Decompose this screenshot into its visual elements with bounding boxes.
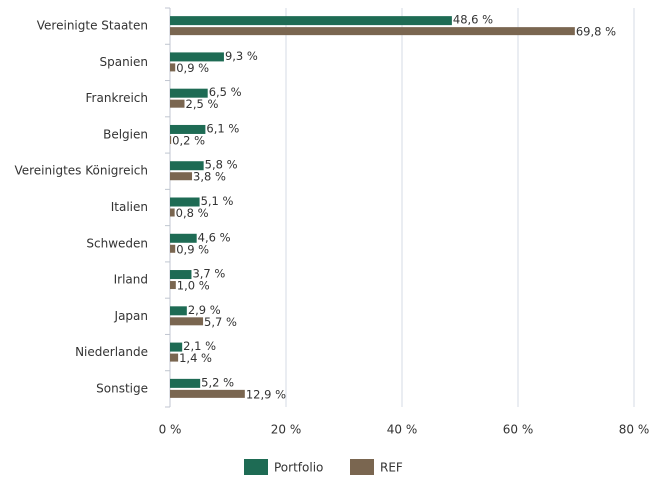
value-label: 2,5 % <box>186 97 219 111</box>
value-label: 1,0 % <box>177 279 210 293</box>
y-tick-label: Japan <box>114 309 148 323</box>
legend-label: REF <box>380 461 403 475</box>
bar <box>170 281 176 290</box>
bar <box>170 88 208 98</box>
y-tick-label: Vereinigte Staaten <box>37 19 148 33</box>
value-label: 0,2 % <box>172 133 205 147</box>
value-label: 5,2 % <box>201 375 234 389</box>
bar <box>170 124 206 134</box>
x-tick-label: 0 % <box>159 423 182 437</box>
bar <box>170 306 187 316</box>
y-tick-label: Irland <box>114 273 148 287</box>
bar <box>170 270 192 280</box>
bar <box>170 208 175 217</box>
x-tick-label: 40 % <box>387 423 418 437</box>
value-label: 12,9 % <box>246 387 286 401</box>
bar <box>170 135 172 144</box>
bar <box>170 197 200 207</box>
bar <box>170 16 452 26</box>
bar <box>170 317 204 326</box>
value-label: 2,9 % <box>188 303 221 317</box>
bar <box>170 99 185 108</box>
y-tick-label: Schweden <box>86 236 148 250</box>
value-label: 5,1 % <box>201 194 234 208</box>
y-tick-label: Spanien <box>99 55 148 69</box>
value-label: 6,1 % <box>206 121 239 135</box>
value-label: 69,8 % <box>576 25 616 39</box>
value-label: 48,6 % <box>453 13 493 27</box>
y-tick-label: Italien <box>111 200 148 214</box>
bar <box>170 63 176 72</box>
bar <box>170 244 176 253</box>
bar <box>170 233 197 243</box>
y-tick-label: Sonstige <box>96 381 148 395</box>
y-tick-label: Frankreich <box>86 91 148 105</box>
value-label: 4,6 % <box>198 230 231 244</box>
value-label: 3,8 % <box>193 170 226 184</box>
value-label: 5,7 % <box>204 315 237 329</box>
y-tick-label: Belgien <box>103 127 148 141</box>
bar <box>170 378 201 388</box>
value-label: 0,8 % <box>176 206 209 220</box>
value-label: 0,9 % <box>176 61 209 75</box>
x-tick-label: 80 % <box>619 423 650 437</box>
bar <box>170 172 193 181</box>
bar <box>170 52 224 62</box>
value-label: 9,3 % <box>225 49 258 63</box>
value-label: 2,1 % <box>183 339 216 353</box>
legend-swatch <box>244 459 268 475</box>
bar <box>170 389 245 398</box>
y-tick-label: Niederlande <box>75 345 148 359</box>
legend-swatch <box>350 459 374 475</box>
value-label: 6,5 % <box>209 85 242 99</box>
value-label: 1,4 % <box>179 351 212 365</box>
legend-label: Portfolio <box>274 461 323 475</box>
x-tick-label: 20 % <box>271 423 302 437</box>
value-label: 5,8 % <box>205 158 238 172</box>
bar <box>170 353 179 362</box>
x-tick-label: 60 % <box>503 423 534 437</box>
bar <box>170 161 204 171</box>
y-tick-label: Vereinigtes Königreich <box>14 164 148 178</box>
bar <box>170 342 183 352</box>
value-label: 3,7 % <box>192 267 225 281</box>
value-label: 0,9 % <box>176 242 209 256</box>
bar <box>170 27 575 36</box>
